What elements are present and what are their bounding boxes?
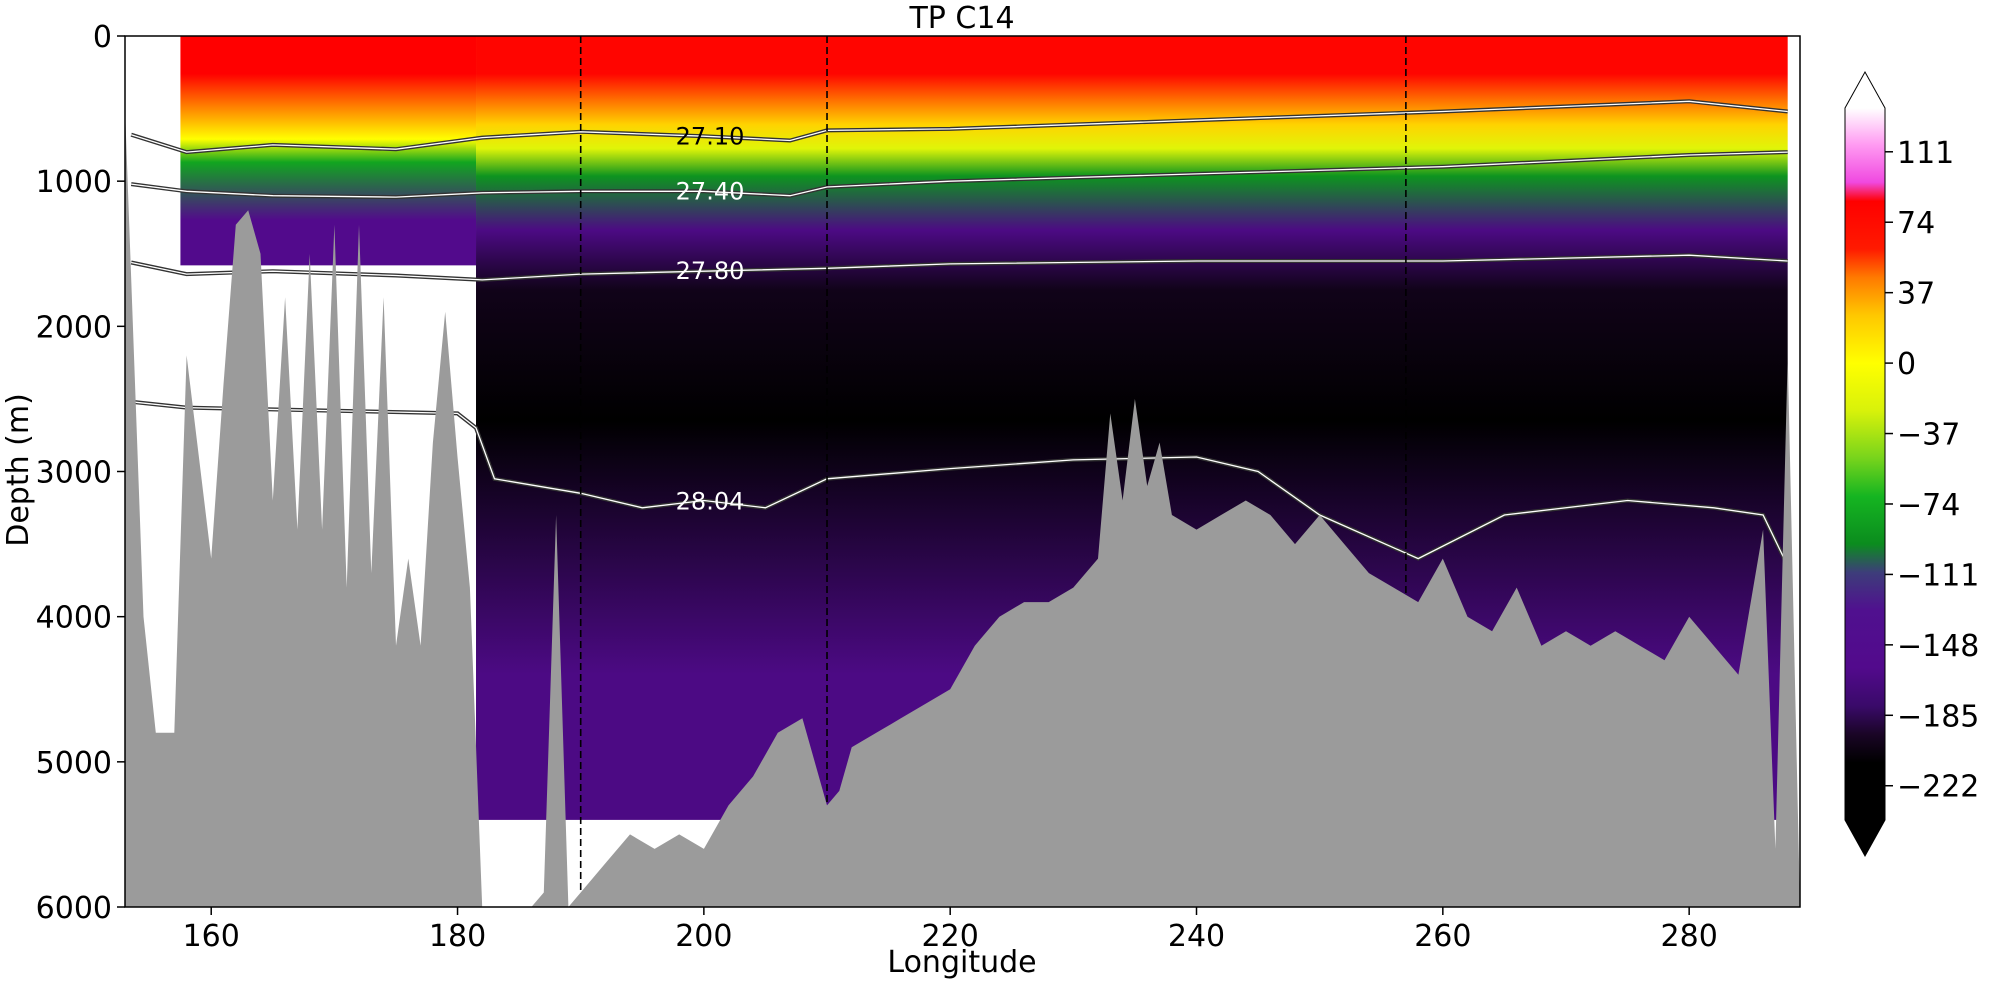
isopycnal-line (131, 151, 1788, 198)
bathymetry (125, 108, 1800, 908)
y-tick-label: 0 (93, 20, 112, 55)
tracer-band (180, 36, 477, 266)
x-tick-label: 260 (1414, 919, 1471, 954)
colorbar-gradient (1845, 108, 1885, 820)
isopycnal-labels: 27.10 27.40 27.80 28.04 (676, 122, 745, 515)
colorbar-tick-label: 111 (1897, 136, 1954, 171)
isopycnal-label: 27.10 (676, 122, 745, 150)
isopycnal-line (131, 100, 1788, 153)
y-axis: 0 1000 2000 3000 4000 5000 6000 (36, 20, 125, 926)
colorbar-tick-label: −37 (1897, 418, 1960, 453)
y-tick-label: 1000 (36, 165, 112, 200)
x-tick-label: 160 (183, 919, 240, 954)
x-tick-label: 180 (429, 919, 486, 954)
x-tick-label: 280 (1661, 919, 1718, 954)
colorbar: 111 74 37 0 −37 −74 −111 −148 −185 −222 (1844, 70, 1979, 858)
station-markers (579, 36, 1407, 907)
colorbar-tick-label: −185 (1897, 699, 1979, 734)
chart-title: TP C14 (908, 1, 1014, 36)
isopycnal-line (131, 254, 1788, 281)
y-tick-label: 2000 (36, 310, 112, 345)
colorbar-tick-label: −111 (1897, 558, 1979, 593)
colorbar-tick-label: 74 (1897, 206, 1935, 241)
colorbar-tick-label: −222 (1897, 770, 1979, 805)
isopycnal-label: 28.04 (676, 487, 745, 515)
x-tick-label: 200 (675, 919, 732, 954)
x-tick-label: 220 (922, 919, 979, 954)
y-tick-label: 6000 (36, 891, 112, 926)
y-axis-label: Depth (m) (1, 393, 36, 547)
x-axis: 160 180 200 220 240 260 280 (183, 907, 1718, 954)
colorbar-ticks: 111 74 37 0 −37 −74 −111 −148 −185 −222 (1885, 136, 1979, 805)
x-tick-label: 240 (1168, 919, 1225, 954)
y-tick-label: 5000 (36, 746, 112, 781)
plot-area: 27.10 27.40 27.80 28.04 (124, 35, 1801, 908)
colorbar-tick-label: −74 (1897, 488, 1960, 523)
colorbar-extend-bottom (1845, 820, 1885, 856)
isopycnal-contours (130, 99, 1790, 567)
colorbar-extend-top (1845, 72, 1885, 108)
colorbar-tick-label: 37 (1897, 277, 1935, 312)
colorbar-tick-label: −148 (1897, 629, 1979, 664)
colorbar-tick-label: 0 (1897, 347, 1916, 382)
x-axis-label: Longitude (887, 945, 1036, 980)
colorbar-outline (1844, 70, 1886, 858)
y-tick-label: 4000 (36, 601, 112, 636)
y-tick-label: 3000 (36, 456, 112, 491)
isopycnal-label: 27.40 (676, 178, 745, 206)
isopycnal-line (131, 401, 1789, 567)
isopycnal-label: 27.80 (676, 257, 745, 285)
